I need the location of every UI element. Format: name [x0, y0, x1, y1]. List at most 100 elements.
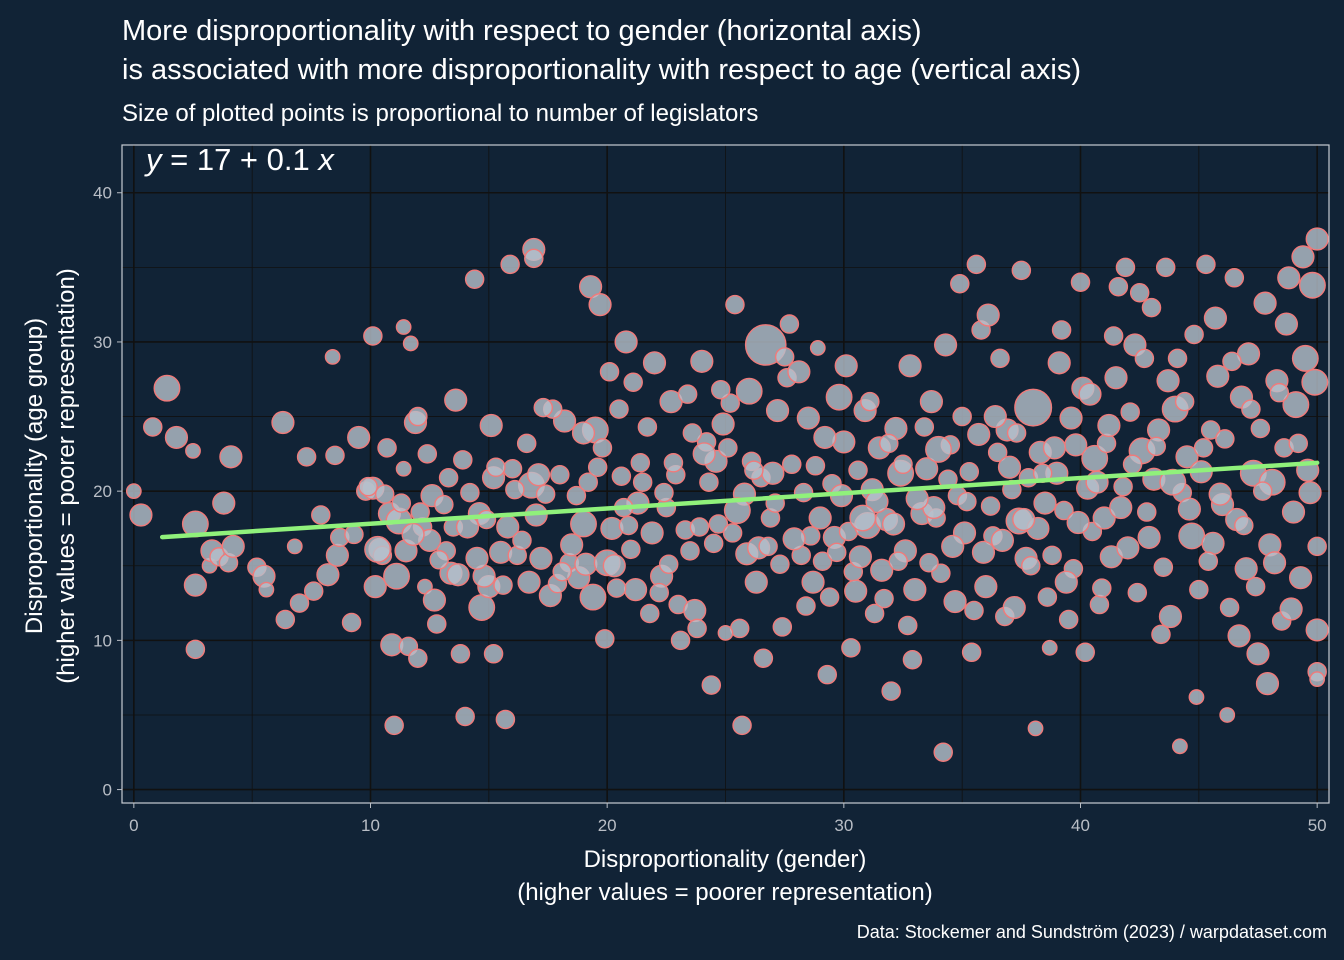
data-point — [690, 349, 714, 373]
data-point — [363, 575, 387, 599]
data-point — [952, 406, 972, 427]
data-point — [1222, 351, 1242, 372]
data-point — [560, 533, 584, 557]
y-axis-ticks: 0 10 20 30 40 — [93, 184, 122, 800]
data-point — [976, 303, 1000, 327]
data-point — [1227, 624, 1251, 648]
data-point — [1134, 348, 1155, 369]
data-point — [1058, 609, 1079, 630]
data-point — [289, 593, 310, 613]
data-point — [1250, 418, 1271, 439]
data-point — [391, 493, 412, 513]
data-point — [550, 464, 570, 485]
data-point — [143, 417, 163, 437]
data-point — [325, 543, 349, 567]
data-point — [516, 433, 537, 454]
data-point — [1141, 297, 1162, 318]
data-point — [1027, 720, 1044, 737]
data-point — [364, 535, 392, 563]
data-point — [744, 460, 764, 481]
data-point — [1006, 423, 1027, 443]
data-point — [271, 410, 295, 435]
data-point — [1174, 391, 1195, 412]
data-point — [258, 581, 275, 598]
data-point — [579, 583, 607, 611]
data-point — [500, 254, 520, 275]
data-point — [732, 715, 752, 736]
chart-title-line-1: More disproportionality with respect to … — [122, 15, 921, 47]
data-point — [1109, 495, 1133, 520]
data-point — [725, 294, 745, 315]
data-point — [1178, 522, 1206, 550]
data-point — [753, 648, 774, 669]
data-point — [848, 460, 868, 481]
data-point — [1155, 257, 1176, 278]
y-tick-label: 30 — [93, 333, 112, 352]
data-point — [941, 534, 965, 558]
data-point — [1291, 245, 1315, 269]
data-point — [1245, 576, 1266, 597]
data-point — [1201, 531, 1225, 555]
data-point — [401, 522, 425, 547]
data-point — [212, 491, 236, 515]
data-point — [1193, 438, 1214, 458]
data-point — [782, 454, 802, 475]
data-point — [566, 485, 587, 506]
data-point — [744, 570, 768, 594]
data-point — [1054, 570, 1078, 594]
data-point — [1305, 618, 1329, 642]
data-point — [1151, 624, 1171, 645]
data-point — [779, 314, 800, 334]
data-point — [1215, 429, 1235, 449]
data-point — [552, 561, 572, 582]
data-point — [1021, 556, 1041, 576]
data-point — [1120, 402, 1140, 422]
data-point — [971, 540, 996, 564]
data-point — [1115, 257, 1136, 278]
data-point — [1184, 324, 1204, 345]
data-point — [592, 438, 613, 458]
data-point — [1037, 587, 1058, 607]
data-point — [914, 417, 935, 437]
data-point — [517, 570, 541, 594]
data-point — [1198, 551, 1219, 572]
data-point — [1219, 707, 1236, 723]
data-point — [1089, 594, 1110, 615]
data-point — [670, 630, 691, 651]
x-tick-label: 40 — [1071, 816, 1090, 835]
data-point — [621, 539, 641, 560]
data-point — [1291, 344, 1319, 372]
data-point — [571, 421, 596, 445]
data-point — [990, 348, 1010, 369]
data-point — [483, 644, 504, 664]
data-point — [874, 588, 894, 609]
data-point — [640, 521, 664, 545]
data-point — [711, 412, 735, 436]
y-axis-title-line-2: (higher values = poorer representation) — [53, 268, 80, 684]
data-point — [826, 542, 847, 563]
data-point — [723, 497, 751, 525]
data-point — [950, 274, 970, 294]
data-point — [578, 472, 598, 492]
data-point — [819, 587, 840, 607]
data-point — [881, 512, 906, 536]
data-point — [618, 515, 639, 536]
data-point — [1252, 481, 1273, 501]
data-point — [987, 442, 1008, 463]
data-point — [455, 706, 475, 727]
data-point — [185, 639, 206, 660]
data-point — [881, 681, 901, 701]
x-axis-ticks: 0 10 20 30 40 50 — [129, 803, 1327, 835]
data-point — [1092, 578, 1112, 598]
data-point — [1075, 642, 1095, 663]
data-point — [683, 598, 707, 623]
data-point — [325, 445, 345, 466]
data-point — [708, 514, 729, 534]
data-source-caption: Data: Stockemer and Sundström (2023) / w… — [857, 922, 1327, 942]
data-point — [925, 435, 952, 463]
data-point — [1288, 433, 1308, 454]
data-point — [578, 275, 603, 299]
data-point — [717, 625, 734, 641]
data-point — [1188, 689, 1205, 705]
data-point — [903, 578, 927, 602]
